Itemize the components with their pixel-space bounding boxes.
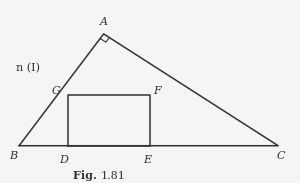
Text: B: B bbox=[10, 151, 18, 161]
Text: E: E bbox=[143, 155, 151, 165]
Text: 1.81: 1.81 bbox=[101, 171, 126, 181]
Text: F: F bbox=[153, 86, 161, 96]
Text: G: G bbox=[52, 86, 60, 96]
Text: A: A bbox=[100, 17, 108, 27]
Text: n (I): n (I) bbox=[16, 63, 40, 73]
Text: C: C bbox=[277, 151, 285, 161]
Text: D: D bbox=[60, 155, 68, 165]
Text: Fig.: Fig. bbox=[73, 170, 101, 181]
